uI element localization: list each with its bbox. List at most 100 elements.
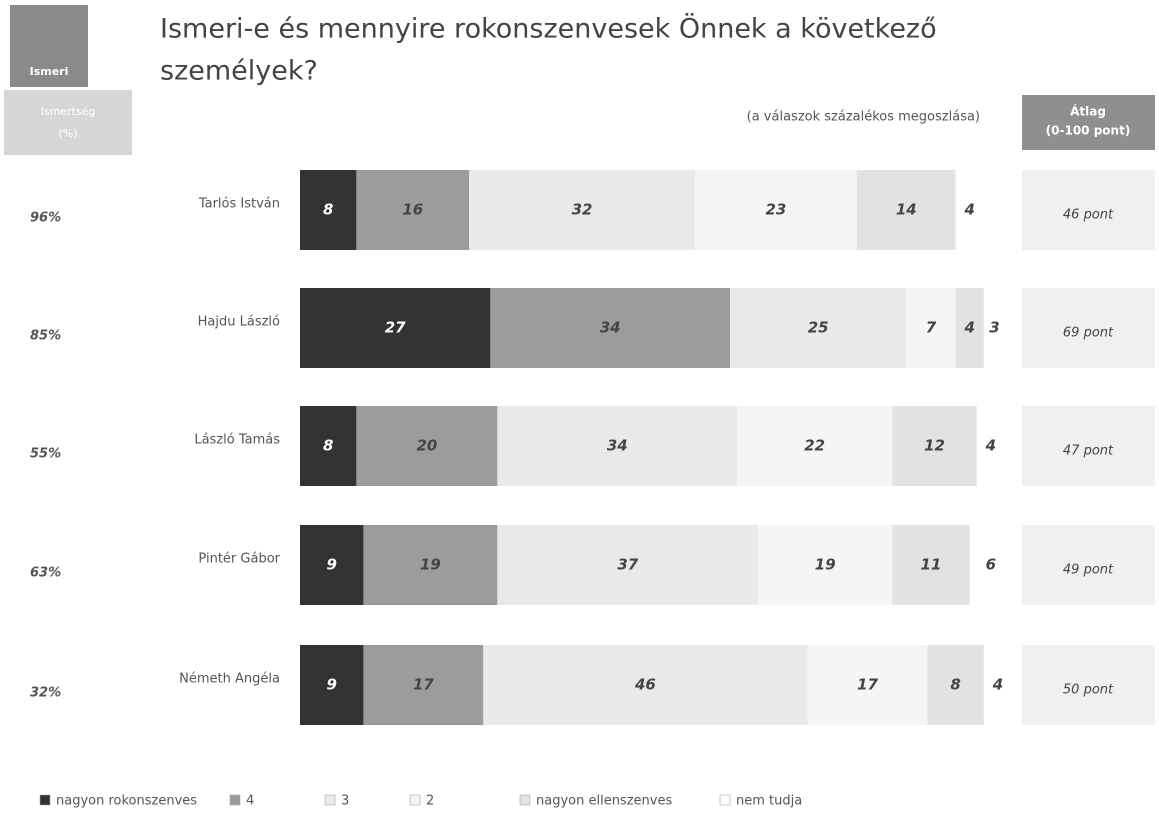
bar-segment (300, 406, 357, 486)
bar-segment (737, 406, 893, 486)
score-box (1022, 645, 1155, 725)
data-label: 6 (986, 556, 996, 574)
chart-subtitle: (a válaszok százalékos megoszlása) (747, 110, 980, 125)
bar-segment (490, 288, 731, 368)
legend-swatch (324, 794, 336, 806)
bar-segment (955, 170, 984, 250)
bar-segment (730, 288, 907, 368)
score-box (1022, 525, 1155, 605)
data-label: 4 (992, 676, 1003, 694)
bar-segment (497, 406, 738, 486)
data-label: 9 (327, 676, 337, 694)
y-tick-label: Pintér Gábor (198, 552, 280, 567)
bar-segment (758, 525, 893, 605)
data-label: 37 (617, 556, 638, 574)
score-box (1022, 288, 1155, 368)
bar-segment (856, 170, 956, 250)
badge-awareness: Ismertség (41, 105, 96, 118)
bar-segment (969, 525, 1013, 605)
badge-awareness: (%) (58, 127, 77, 140)
legend-label: nagyon rokonszenves (56, 794, 197, 809)
score-label: 47 pont (1063, 444, 1114, 459)
badge-left: Ismeri (30, 65, 69, 78)
legend-swatch (409, 794, 421, 806)
data-label: 34 (600, 319, 621, 337)
data-label: 25 (808, 319, 829, 337)
score-label: 46 pont (1063, 208, 1114, 223)
legend-swatch (719, 794, 731, 806)
bar-segment (483, 645, 808, 725)
badge-right: (0-100 pont) (1046, 124, 1131, 138)
data-label: 4 (964, 201, 975, 219)
bar-segment (356, 170, 470, 250)
score-box (1022, 170, 1155, 250)
awareness-label: 85% (30, 329, 61, 344)
bar-segment (300, 645, 364, 725)
legend-swatch (229, 794, 241, 806)
bar-segment (906, 288, 956, 368)
score-label: 50 pont (1063, 683, 1114, 698)
bar-segment (892, 525, 970, 605)
bar-segment (983, 645, 1013, 725)
chart-title: személyek? (160, 56, 318, 87)
badge-right: Átlag (1070, 104, 1106, 119)
legend-label: 4 (246, 794, 254, 809)
bar-segment (363, 525, 498, 605)
data-label: 27 (385, 319, 406, 337)
bar-segment (927, 645, 984, 725)
legend-swatch (39, 794, 51, 806)
chart-title: Ismeri-e és mennyire rokonszenvesek Önne… (160, 13, 937, 45)
bar-segment (300, 288, 491, 368)
bar-segment (892, 406, 977, 486)
bar-segment (497, 525, 759, 605)
data-label: 23 (765, 201, 786, 219)
awareness-label: 32% (30, 686, 61, 701)
data-label: 9 (327, 556, 337, 574)
bar-segment (363, 645, 484, 725)
legend-swatch (519, 794, 531, 806)
y-tick-label: László Tamás (194, 433, 280, 448)
data-label: 17 (413, 676, 434, 694)
data-label: 17 (857, 676, 878, 694)
data-label: 7 (926, 319, 937, 337)
legend-label: nem tudja (736, 794, 802, 809)
bar-segment (955, 288, 984, 368)
data-label: 19 (420, 556, 441, 574)
data-label: 32 (572, 201, 593, 219)
data-label: 46 (634, 676, 656, 694)
data-label: 34 (607, 437, 628, 455)
data-label: 4 (985, 437, 996, 455)
data-label: 4 (964, 319, 975, 337)
bar-segment (694, 170, 857, 250)
awareness-label: 55% (30, 447, 61, 462)
score-label: 49 pont (1063, 563, 1114, 578)
bar-segment (976, 406, 1005, 486)
bar-segment (356, 406, 498, 486)
data-label: 16 (402, 201, 423, 219)
data-label: 19 (815, 556, 836, 574)
data-label: 14 (896, 201, 917, 219)
awareness-label: 63% (30, 566, 61, 581)
y-tick-label: Németh Angéla (179, 672, 280, 687)
y-tick-label: Hajdu László (198, 315, 280, 330)
data-label: 22 (804, 437, 825, 455)
awareness-label: 96% (30, 211, 61, 226)
score-box (1022, 406, 1155, 486)
score-label: 69 pont (1063, 326, 1114, 341)
data-label: 8 (323, 201, 333, 219)
data-label: 8 (950, 676, 960, 694)
legend-label: 3 (341, 794, 349, 809)
legend-label: 2 (426, 794, 434, 809)
data-label: 12 (924, 437, 945, 455)
bar-segment (469, 170, 695, 250)
y-tick-label: Tarlós István (198, 197, 280, 212)
bar-segment (807, 645, 928, 725)
data-label: 8 (323, 437, 333, 455)
data-label: 3 (989, 319, 999, 337)
legend-label: nagyon ellenszenves (536, 794, 672, 809)
bar-segment (300, 170, 357, 250)
badge-awareness-box (4, 90, 132, 155)
data-label: 20 (416, 437, 437, 455)
bar-segment (300, 525, 364, 605)
